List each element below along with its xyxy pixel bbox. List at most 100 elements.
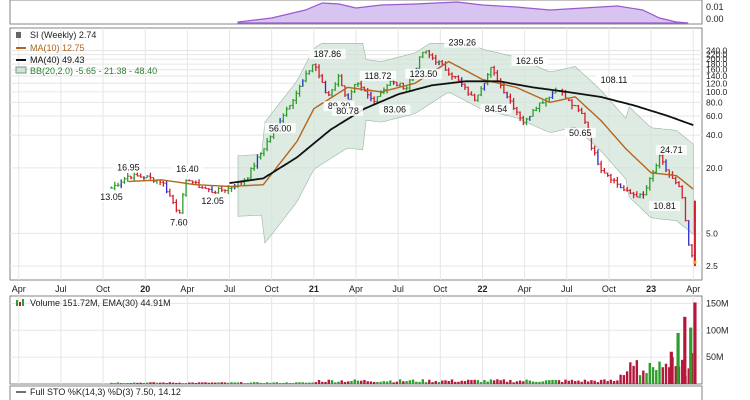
volume-bar bbox=[220, 382, 223, 384]
volume-bar bbox=[311, 382, 314, 384]
volume-bar bbox=[366, 381, 369, 384]
volume-bar bbox=[574, 381, 577, 384]
volume-bar bbox=[155, 382, 159, 384]
price-y-tick-label: 160.0 bbox=[706, 65, 728, 75]
volume-bar bbox=[554, 380, 557, 384]
price-annotation: 50.65 bbox=[569, 128, 592, 138]
price-annotation: 118.72 bbox=[364, 71, 391, 81]
volume-bar bbox=[541, 381, 544, 384]
volume-bar bbox=[424, 382, 428, 384]
volume-bar bbox=[246, 383, 249, 384]
price-y-tick-label: 80.0 bbox=[706, 97, 723, 107]
annotation-bg bbox=[309, 49, 346, 60]
volume-bar bbox=[402, 381, 405, 384]
volume-bar bbox=[544, 380, 548, 384]
volume-legend-text: Volume 151.72M, EMA(30) 44.91M bbox=[30, 298, 171, 308]
volume-bar bbox=[606, 381, 609, 384]
volume-bar bbox=[233, 382, 236, 384]
volume-bar bbox=[486, 381, 489, 384]
volume-bar bbox=[434, 381, 437, 384]
volume-bar bbox=[557, 380, 561, 384]
volume-bar bbox=[236, 382, 240, 384]
volume-y-tick-label: 100M bbox=[706, 325, 729, 335]
volume-bar bbox=[291, 383, 295, 384]
volume-bar bbox=[583, 379, 587, 384]
volume-bar bbox=[136, 382, 139, 384]
volume-bar bbox=[467, 379, 470, 384]
price-annotation: 239.26 bbox=[448, 38, 476, 48]
volume-bar bbox=[502, 379, 506, 384]
volume-bar bbox=[392, 382, 395, 384]
volume-bar bbox=[201, 382, 204, 384]
volume-bar bbox=[347, 381, 350, 384]
price-y-tick-label: 180.0 bbox=[706, 59, 728, 69]
volume-bar bbox=[262, 383, 266, 384]
x-tick-label: 21 bbox=[309, 284, 319, 294]
volume-bar bbox=[259, 382, 262, 384]
volume-bar bbox=[389, 380, 392, 384]
x-axis: Apr Jul Oct 20 Apr Jul Oct 21 Apr Jul Oct 22 Apr Jul O… bbox=[12, 284, 701, 294]
volume-bar bbox=[408, 380, 412, 384]
volume-bar bbox=[580, 381, 583, 384]
volume-bar bbox=[470, 379, 473, 384]
volume-bar bbox=[655, 370, 658, 384]
volume-bar bbox=[298, 382, 301, 384]
volume-bar bbox=[658, 361, 661, 384]
x-tick-label: Jul bbox=[224, 284, 236, 294]
volume-bar bbox=[651, 367, 655, 384]
volume-bar bbox=[570, 379, 574, 384]
volume-bar bbox=[668, 367, 671, 384]
volume-bar bbox=[317, 380, 321, 384]
last-price-marker bbox=[693, 260, 697, 264]
volume-bar bbox=[664, 363, 668, 384]
annotation-bg bbox=[95, 192, 127, 203]
price-annotation: 7.60 bbox=[170, 218, 188, 228]
volume-y-tick-label: 150M bbox=[706, 298, 729, 308]
top-tick-1: 0.01 bbox=[706, 2, 724, 12]
price-annotation: 24.71 bbox=[660, 145, 683, 155]
volume-bar bbox=[265, 382, 269, 384]
annotation-bg bbox=[480, 103, 512, 114]
volume-bar bbox=[120, 383, 123, 384]
volume-bar bbox=[149, 382, 152, 384]
volume-bar bbox=[385, 381, 389, 384]
volume-bar bbox=[376, 382, 379, 384]
volume-bar bbox=[356, 380, 360, 384]
price-y-axis: 240.0220.0200.0180.0160.0140.0120.0100.0… bbox=[706, 46, 728, 272]
volume-bar bbox=[240, 382, 243, 384]
volume-bar bbox=[145, 382, 149, 384]
price-y-tick-label: 5.0 bbox=[706, 228, 718, 238]
price-y-tick-label: 2.5 bbox=[706, 261, 718, 271]
volume-bar bbox=[184, 383, 188, 384]
volume-bar bbox=[564, 379, 567, 384]
volume-bar bbox=[171, 382, 175, 384]
volume-bar bbox=[444, 380, 447, 384]
volume-bar bbox=[194, 382, 198, 384]
ma10-line bbox=[128, 60, 694, 190]
volume-bar bbox=[492, 380, 496, 384]
volume-bar bbox=[522, 381, 525, 384]
annotation-bg bbox=[595, 75, 633, 86]
x-tick-label: Oct bbox=[433, 284, 448, 294]
volume-bar bbox=[321, 381, 324, 384]
price-panel: 16.9513.057.6016.4012.0556.00187.8689.30… bbox=[9, 27, 728, 281]
volume-bar bbox=[230, 382, 233, 384]
top-tick-2: 0.00 bbox=[706, 14, 724, 24]
volume-panel: 150M 100M 50M Volume 151.72M, EMA(30) 44.9… bbox=[9, 295, 729, 385]
volume-bar-spike bbox=[669, 351, 673, 384]
volume-bar bbox=[528, 380, 532, 384]
volume-bar bbox=[139, 382, 142, 384]
price-y-tick-label: 240.0 bbox=[706, 46, 728, 56]
volume-bar bbox=[330, 380, 334, 384]
volume-bar bbox=[681, 359, 684, 384]
volume-bar bbox=[142, 383, 146, 384]
volume-bar bbox=[512, 382, 515, 384]
x-tick-label: 23 bbox=[646, 284, 656, 294]
price-y-tick-label: 40.0 bbox=[706, 130, 723, 140]
x-tick-label: Apr bbox=[518, 284, 532, 294]
volume-bar bbox=[496, 379, 499, 384]
annotation-bg bbox=[655, 144, 687, 155]
volume-bar bbox=[369, 381, 373, 384]
volume-bar bbox=[214, 382, 217, 384]
volume-bar bbox=[252, 382, 256, 384]
